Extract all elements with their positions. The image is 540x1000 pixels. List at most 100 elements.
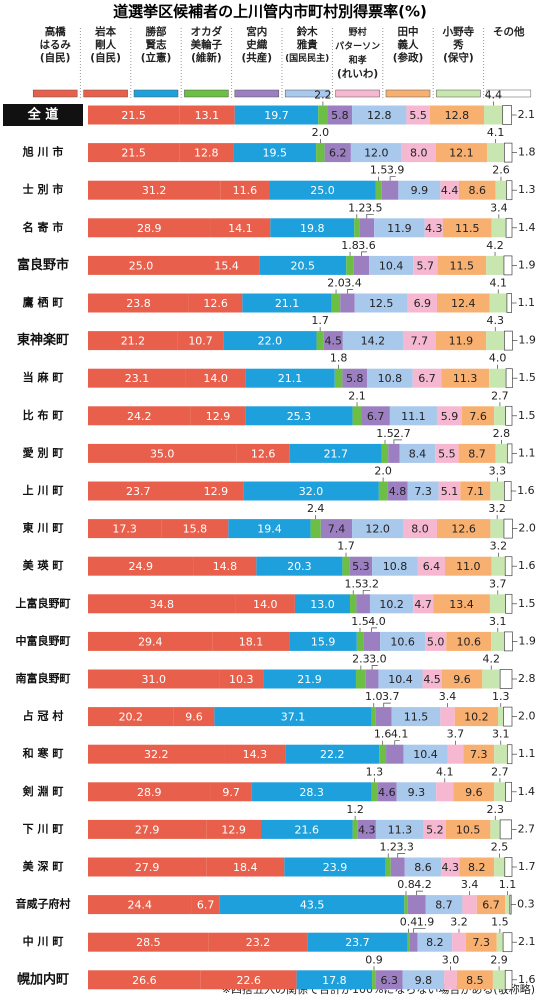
- value-label: 12.8: [194, 147, 219, 160]
- bar-segment: [506, 744, 513, 765]
- bar-segment: [495, 180, 507, 200]
- value-label: 3.7: [382, 690, 400, 703]
- value-label: 4.1: [489, 277, 507, 290]
- value-label: 7.6: [469, 410, 487, 423]
- value-label: 10.4: [379, 259, 404, 272]
- bar-segment: [289, 443, 382, 463]
- bar-segment: [413, 255, 438, 275]
- bar-segment: [496, 932, 504, 952]
- bar-segment: [423, 819, 446, 839]
- legend-swatch: [184, 89, 229, 98]
- bar-segment: [353, 255, 370, 275]
- category-label: 中富良野町: [16, 633, 71, 647]
- bar-segment: [219, 895, 405, 915]
- bar-segment: [504, 631, 513, 652]
- value-label: 8.7: [468, 447, 486, 460]
- legend-entry: 宮内 史織 (共産): [232, 26, 282, 65]
- value-label: 1.8: [518, 146, 536, 159]
- value-label: 28.3: [299, 786, 324, 799]
- category-label: 当 麻 町: [23, 370, 64, 384]
- bar-segment: [342, 556, 350, 576]
- bar-segment: [318, 105, 328, 125]
- bar-segment: [228, 519, 311, 539]
- value-label: 5.8: [331, 109, 349, 122]
- bar-segment: [433, 594, 490, 614]
- value-label: 1.2: [379, 841, 397, 854]
- value-label: 31.2: [142, 184, 167, 197]
- leader: [366, 213, 374, 219]
- value-label: 3.0: [369, 653, 387, 666]
- bar-segment: [88, 744, 225, 764]
- bar-segment: [88, 519, 162, 539]
- bar-segment: [465, 932, 497, 952]
- value-label: 11.0: [456, 560, 481, 573]
- bar-segment: [503, 255, 513, 276]
- value-label: 2.9: [490, 953, 508, 966]
- bar-segment: [458, 443, 496, 463]
- bar-segment: [88, 707, 174, 727]
- value-label: 4.4: [485, 89, 503, 102]
- bar-segment: [284, 857, 386, 877]
- value-label: 20.5: [291, 259, 316, 272]
- value-label: 10.2: [464, 711, 489, 724]
- bar-segment: [505, 781, 512, 802]
- bar-segment: [494, 857, 505, 877]
- bar-segment: [489, 368, 507, 388]
- bar-segment: [381, 180, 399, 200]
- bar-segment: [505, 368, 513, 389]
- value-label: 12.8: [367, 109, 392, 122]
- value-label: 25.0: [129, 259, 154, 272]
- bar-segment: [402, 970, 445, 990]
- value-label: 8.0: [411, 523, 429, 536]
- value-label: 2.2: [314, 89, 332, 102]
- value-label: 11.3: [453, 372, 478, 385]
- value-label: 6.9: [414, 297, 432, 310]
- value-label: 12.1: [449, 147, 474, 160]
- value-label: 4.0: [368, 615, 386, 628]
- legend-name: 岩本 剛人: [95, 26, 117, 51]
- value-label: 14.0: [253, 598, 278, 611]
- value-label: 22.6: [236, 974, 261, 987]
- bar-segment: [375, 180, 382, 200]
- bar-segment: [486, 255, 504, 275]
- value-label: 0.3: [517, 898, 535, 911]
- bar-segment: [320, 519, 353, 539]
- bar-segment: [289, 631, 357, 651]
- bar-segment: [461, 406, 495, 426]
- value-label: 2.0: [312, 126, 330, 139]
- legend-entry: 高橋 はるみ (自民): [30, 26, 80, 65]
- category-label: 旭 川 市: [22, 145, 64, 159]
- bar-segment: [489, 594, 506, 614]
- value-label: 27.9: [135, 823, 160, 836]
- value-label: 2.0: [518, 710, 536, 723]
- bar-segment: [88, 331, 178, 351]
- bar-segment: [490, 481, 505, 501]
- value-label: 3.1: [492, 728, 510, 741]
- category-label: 上富良野町: [16, 596, 71, 610]
- value-label: 6.7: [482, 899, 500, 912]
- bar-segment: [191, 895, 220, 915]
- value-label: 21.5: [121, 147, 146, 160]
- bar-segment: [504, 556, 513, 577]
- bar-segment: [388, 443, 400, 463]
- category-label: 音威子府村: [16, 897, 71, 911]
- value-label: 4.3: [487, 314, 505, 327]
- bar-segment: [390, 857, 405, 877]
- value-label: 12.5: [369, 297, 394, 310]
- value-label: 21.2: [121, 335, 146, 348]
- value-label: 32.0: [299, 485, 324, 498]
- value-label: 1.3: [366, 765, 384, 778]
- bar-segment: [88, 895, 192, 915]
- value-label: 12.0: [364, 147, 389, 160]
- value-label: 23.2: [246, 936, 271, 949]
- legend-name: 勝部 賢志: [145, 26, 167, 51]
- category-label: 和 寒 町: [23, 746, 64, 760]
- value-label: 12.9: [206, 410, 231, 423]
- value-label: 8.0: [410, 147, 428, 160]
- value-label: 18.1: [239, 635, 264, 648]
- bar-segment: [417, 932, 453, 952]
- bar-segment: [504, 481, 512, 501]
- value-label: 28.9: [137, 786, 162, 799]
- bar-segment: [355, 669, 366, 689]
- leader: [393, 439, 403, 444]
